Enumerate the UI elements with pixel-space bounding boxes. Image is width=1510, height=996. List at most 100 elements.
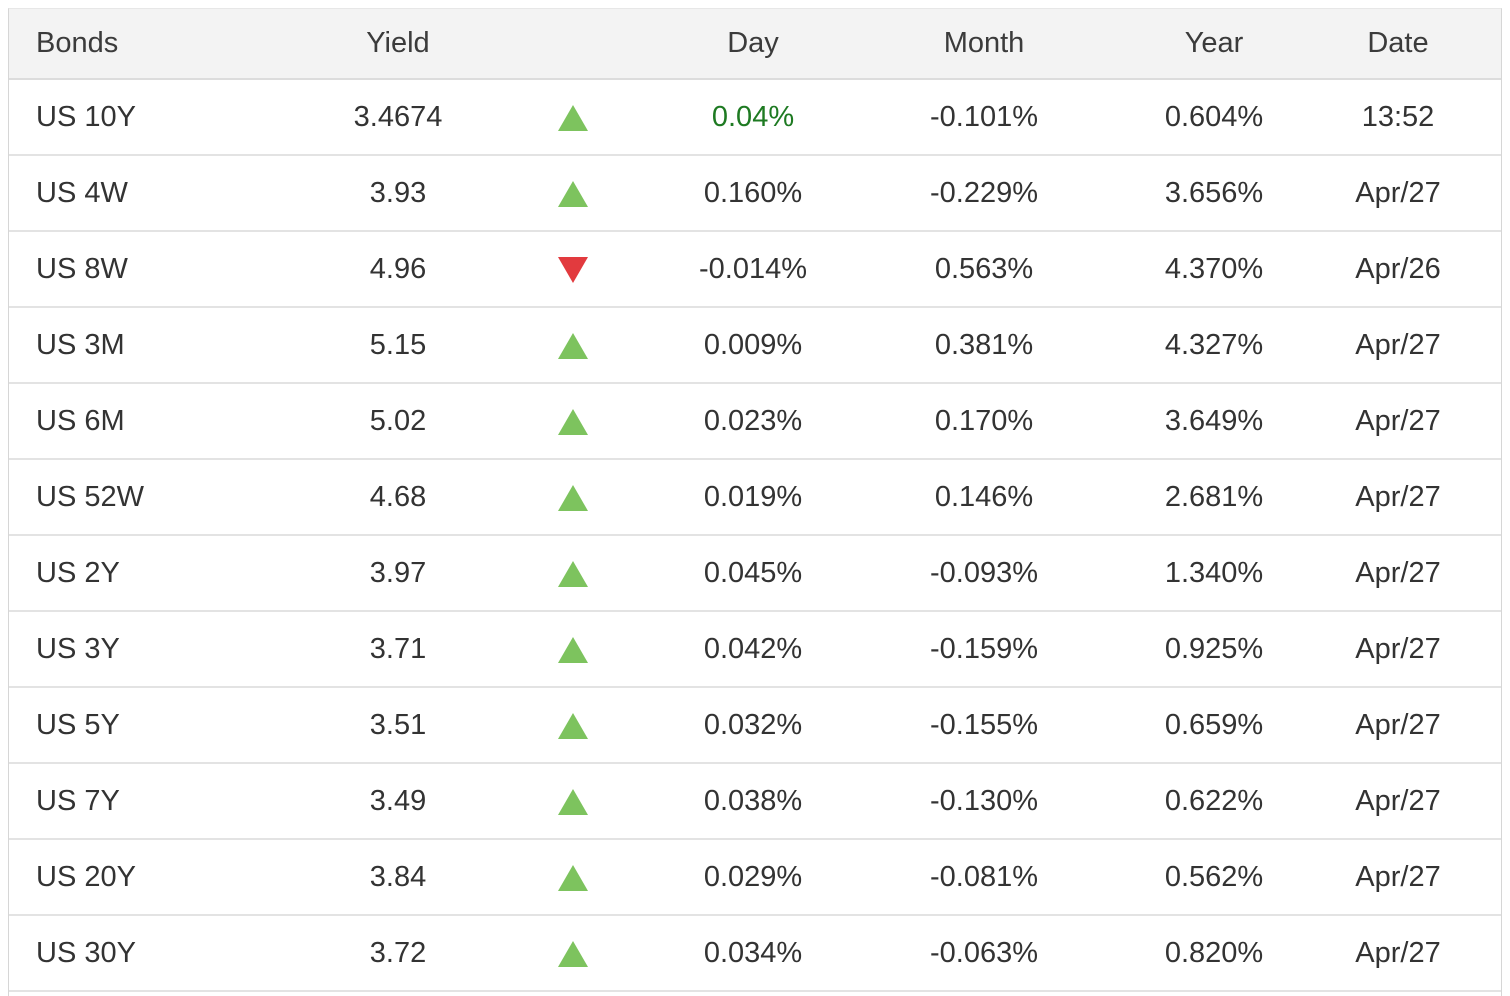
- bond-year-change: 2.681%: [1164, 480, 1264, 513]
- up-triangle-icon: [558, 712, 588, 739]
- header-year: Year: [1135, 9, 1293, 80]
- bond-name[interactable]: US 30Y: [36, 936, 136, 969]
- up-triangle-icon: [558, 864, 588, 891]
- bond-name[interactable]: US 7Y: [36, 784, 120, 817]
- up-triangle-icon: [558, 408, 588, 435]
- bond-yield: 4.96: [369, 252, 427, 285]
- table-row[interactable]: US 3Y 3.71 0.042% -0.159% 0.925% Apr/27: [9, 611, 1501, 687]
- header-month: Month: [833, 9, 1135, 80]
- bond-name[interactable]: US 3Y: [36, 632, 120, 665]
- table-body: US 10Y 3.4674 0.04% -0.101% 0.604% 13:52…: [9, 79, 1501, 991]
- table-row[interactable]: US 30Y 3.72 0.034% -0.063% 0.820% Apr/27: [9, 915, 1501, 991]
- bond-year-change: 0.622%: [1164, 784, 1264, 817]
- bond-direction-cell: [473, 535, 673, 611]
- bond-direction-cell: [473, 231, 673, 307]
- bond-date: Apr/27: [1355, 936, 1441, 969]
- up-triangle-icon: [558, 180, 588, 207]
- bond-day-change: 0.04%: [711, 100, 795, 133]
- table-header: Bonds Yield Day Month Year Date: [9, 9, 1501, 80]
- table-row[interactable]: US 2Y 3.97 0.045% -0.093% 1.340% Apr/27: [9, 535, 1501, 611]
- header-day: Day: [673, 9, 833, 80]
- bond-year-change: 0.820%: [1164, 936, 1264, 969]
- bond-year-change: 0.925%: [1164, 632, 1264, 665]
- bond-year-change: 0.604%: [1164, 100, 1264, 133]
- table-row[interactable]: US 5Y 3.51 0.032% -0.155% 0.659% Apr/27: [9, 687, 1501, 763]
- bond-direction-cell: [473, 763, 673, 839]
- bond-yield: 3.97: [369, 556, 427, 589]
- up-triangle-icon: [558, 484, 588, 511]
- bond-month-change: 0.170%: [934, 404, 1034, 437]
- up-triangle-icon: [558, 788, 588, 815]
- bond-direction-cell: [473, 155, 673, 231]
- bond-month-change: -0.130%: [929, 784, 1038, 817]
- bond-direction-cell: [473, 459, 673, 535]
- bond-date: Apr/27: [1355, 860, 1441, 893]
- bond-direction-cell: [473, 915, 673, 991]
- bond-direction-cell: [473, 307, 673, 383]
- up-triangle-icon: [558, 940, 588, 967]
- header-row: Bonds Yield Day Month Year Date: [9, 9, 1501, 80]
- table-row[interactable]: US 7Y 3.49 0.038% -0.130% 0.622% Apr/27: [9, 763, 1501, 839]
- bond-date: Apr/26: [1355, 252, 1441, 285]
- down-triangle-icon: [558, 256, 588, 283]
- bond-year-change: 4.370%: [1164, 252, 1264, 285]
- bond-name[interactable]: US 10Y: [36, 100, 136, 133]
- table-row[interactable]: US 20Y 3.84 0.029% -0.081% 0.562% Apr/27: [9, 839, 1501, 915]
- table-row[interactable]: US 4W 3.93 0.160% -0.229% 3.656% Apr/27: [9, 155, 1501, 231]
- bond-month-change: -0.063%: [929, 936, 1038, 969]
- bond-day-change: 0.042%: [703, 632, 803, 665]
- bond-yield: 3.71: [369, 632, 427, 665]
- bonds-table: Bonds Yield Day Month Year Date US 10Y 3…: [9, 9, 1501, 992]
- bond-yield: 3.49: [369, 784, 427, 817]
- bond-yield: 3.84: [369, 860, 427, 893]
- header-yield: Yield: [323, 9, 473, 80]
- bond-year-change: 1.340%: [1164, 556, 1264, 589]
- bond-name[interactable]: US 3M: [36, 328, 125, 361]
- bond-direction-cell: [473, 611, 673, 687]
- bond-date: Apr/27: [1355, 480, 1441, 513]
- bond-day-change: 0.045%: [703, 556, 803, 589]
- bond-name[interactable]: US 4W: [36, 176, 128, 209]
- bond-name[interactable]: US 52W: [36, 480, 144, 513]
- bond-day-change: 0.023%: [703, 404, 803, 437]
- table-row[interactable]: US 6M 5.02 0.023% 0.170% 3.649% Apr/27: [9, 383, 1501, 459]
- bond-month-change: -0.101%: [929, 100, 1038, 133]
- bond-yield: 5.02: [369, 404, 427, 437]
- bond-month-change: -0.159%: [929, 632, 1038, 665]
- bond-year-change: 4.327%: [1164, 328, 1264, 361]
- bond-day-change: 0.034%: [703, 936, 803, 969]
- bond-direction-cell: [473, 79, 673, 155]
- up-triangle-icon: [558, 560, 588, 587]
- bond-month-change: 0.381%: [934, 328, 1034, 361]
- bonds-table-frame: Bonds Yield Day Month Year Date US 10Y 3…: [8, 8, 1502, 996]
- table-row[interactable]: US 8W 4.96 -0.014% 0.563% 4.370% Apr/26: [9, 231, 1501, 307]
- bond-name[interactable]: US 8W: [36, 252, 128, 285]
- bond-month-change: 0.563%: [934, 252, 1034, 285]
- bond-name[interactable]: US 6M: [36, 404, 125, 437]
- bond-month-change: -0.229%: [929, 176, 1038, 209]
- bond-date: Apr/27: [1355, 708, 1441, 741]
- header-arrow-spacer: [473, 9, 673, 80]
- bond-month-change: -0.081%: [929, 860, 1038, 893]
- table-row[interactable]: US 3M 5.15 0.009% 0.381% 4.327% Apr/27: [9, 307, 1501, 383]
- bond-yield: 3.93: [369, 176, 427, 209]
- bond-yield: 5.15: [369, 328, 427, 361]
- bond-name[interactable]: US 20Y: [36, 860, 136, 893]
- bond-yield: 3.4674: [353, 100, 443, 133]
- bond-yield: 3.51: [369, 708, 427, 741]
- bond-date: Apr/27: [1355, 176, 1441, 209]
- bond-name[interactable]: US 5Y: [36, 708, 120, 741]
- table-row[interactable]: US 52W 4.68 0.019% 0.146% 2.681% Apr/27: [9, 459, 1501, 535]
- table-row[interactable]: US 10Y 3.4674 0.04% -0.101% 0.604% 13:52: [9, 79, 1501, 155]
- bond-day-change: 0.029%: [703, 860, 803, 893]
- bond-day-change: 0.038%: [703, 784, 803, 817]
- bond-date: Apr/27: [1355, 632, 1441, 665]
- bond-direction-cell: [473, 383, 673, 459]
- up-triangle-icon: [558, 636, 588, 663]
- bond-name[interactable]: US 2Y: [36, 556, 120, 589]
- bond-date: Apr/27: [1355, 404, 1441, 437]
- bond-date: Apr/27: [1355, 556, 1441, 589]
- bond-direction-cell: [473, 687, 673, 763]
- bond-year-change: 0.659%: [1164, 708, 1264, 741]
- bond-month-change: 0.146%: [934, 480, 1034, 513]
